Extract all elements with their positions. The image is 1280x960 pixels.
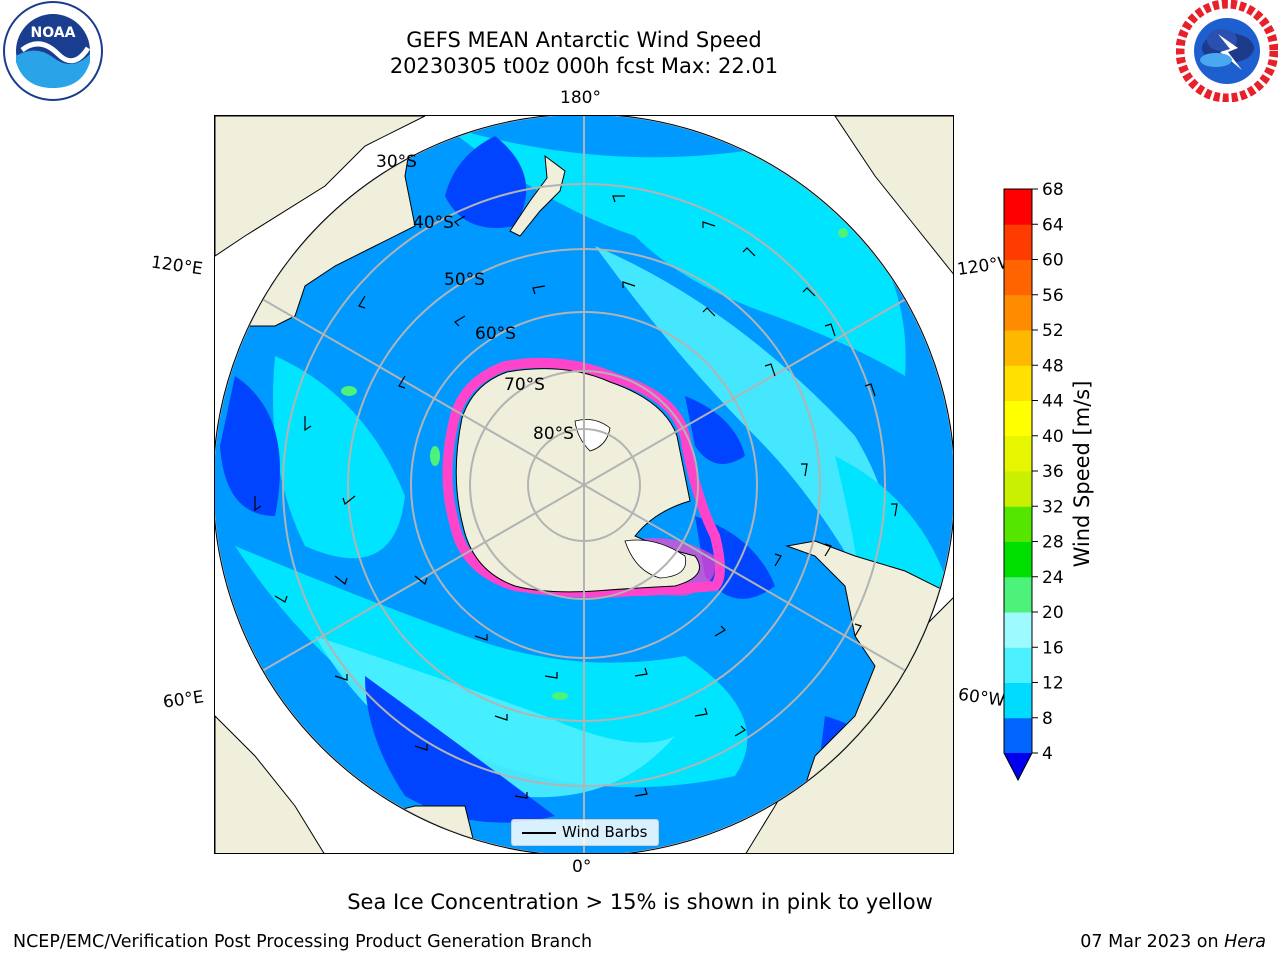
chart-title: GEFS MEAN Antarctic Wind Speed	[406, 28, 762, 52]
colorbar-tick-label: 36	[1042, 462, 1064, 482]
new-zealand-land	[509, 154, 566, 237]
colorbar-tick-label: 12	[1042, 674, 1064, 694]
colorbar-tick-label: 32	[1042, 497, 1064, 517]
colorbar-tick-label: 28	[1042, 533, 1064, 553]
colorbar-band	[1004, 330, 1032, 366]
wind-barbs	[254, 195, 898, 799]
lon-label-120e: 120°E	[149, 252, 204, 280]
colorbar-outline	[1003, 188, 1033, 782]
footer-date-text: 07 Mar 2023 on	[1080, 932, 1225, 952]
footer-date: 07 Mar 2023 on Hera	[1080, 932, 1266, 952]
legend-label: Wind Barbs	[562, 823, 648, 841]
colorbar-tick-label: 64	[1042, 215, 1064, 235]
map-legend: Wind Barbs	[511, 819, 659, 846]
colorbar-tick-label: 16	[1042, 638, 1064, 658]
colorbar-band	[1004, 189, 1032, 225]
colorbar-tick-label: 8	[1042, 709, 1053, 729]
colorbar-bands	[1004, 189, 1032, 754]
colorbar-band	[1004, 576, 1032, 613]
chart-subtitle: 20230305 t00z 000h fcst Max: 22.01	[389, 54, 779, 78]
colorbar-band	[1004, 435, 1032, 472]
lat-label-40s: 40°S	[413, 213, 454, 233]
colorbar-tick-label: 40	[1042, 427, 1064, 447]
colorbar-band	[1004, 717, 1032, 754]
map-panel: 30°S 40°S 50°S 60°S 70°S 80°S Wind Barbs	[214, 115, 954, 854]
colorbar-band	[1004, 541, 1032, 578]
colorbar-tick-label: 44	[1042, 392, 1064, 412]
lat-label-70s: 70°S	[504, 375, 545, 395]
colorbar-under-arrow	[1004, 753, 1032, 780]
africa-land	[354, 805, 478, 853]
colorbar-band	[1004, 294, 1032, 331]
colorbar-band	[1004, 682, 1032, 719]
colorbar-tick-label: 56	[1042, 286, 1064, 306]
colorbar-tick-label: 52	[1042, 321, 1064, 341]
noaa-logo: NOAA	[3, 1, 103, 101]
sea-ice-note: Sea Ice Concentration > 15% is shown in …	[347, 890, 933, 914]
colorbar-tick-label: 20	[1042, 603, 1064, 623]
lon-label-0: 0°	[572, 857, 592, 877]
colorbar-label: Wind Speed [m/s]	[1070, 380, 1094, 568]
antarctica-land	[455, 368, 700, 593]
lon-label-180: 180°	[560, 88, 601, 108]
lat-label-80s: 80°S	[533, 424, 574, 444]
colorbar-band	[1004, 506, 1032, 542]
polar-map	[215, 116, 953, 853]
footer-credit: NCEP/EMC/Verification Post Processing Pr…	[13, 932, 593, 952]
colorbar-band	[1004, 471, 1032, 507]
lat-label-60s: 60°S	[475, 324, 516, 344]
colorbar-band	[1004, 259, 1032, 296]
weddell-ice-shelf	[624, 539, 687, 579]
lon-label-60e: 60°E	[161, 687, 206, 713]
lat-label-30s: 30°S	[376, 152, 417, 172]
legend-barb-line	[522, 832, 556, 834]
colorbar-band	[1004, 400, 1032, 437]
colorbar-tick-label: 68	[1042, 180, 1064, 200]
footer-host: Hera	[1224, 932, 1266, 952]
lat-label-50s: 50°S	[444, 270, 485, 290]
colorbar-band	[1004, 612, 1032, 648]
colorbar-tick-label: 60	[1042, 251, 1064, 271]
nws-logo	[1176, 0, 1278, 102]
colorbar-band	[1004, 365, 1032, 401]
colorbar-tick-label: 24	[1042, 568, 1064, 588]
colorbar-tick-label: 4	[1042, 744, 1053, 764]
colorbar-band	[1004, 647, 1032, 683]
colorbar-tick-label: 48	[1042, 356, 1064, 376]
colorbar-band	[1004, 224, 1032, 260]
graticule-meridians	[215, 116, 953, 853]
noaa-logo-text: NOAA	[31, 25, 76, 41]
